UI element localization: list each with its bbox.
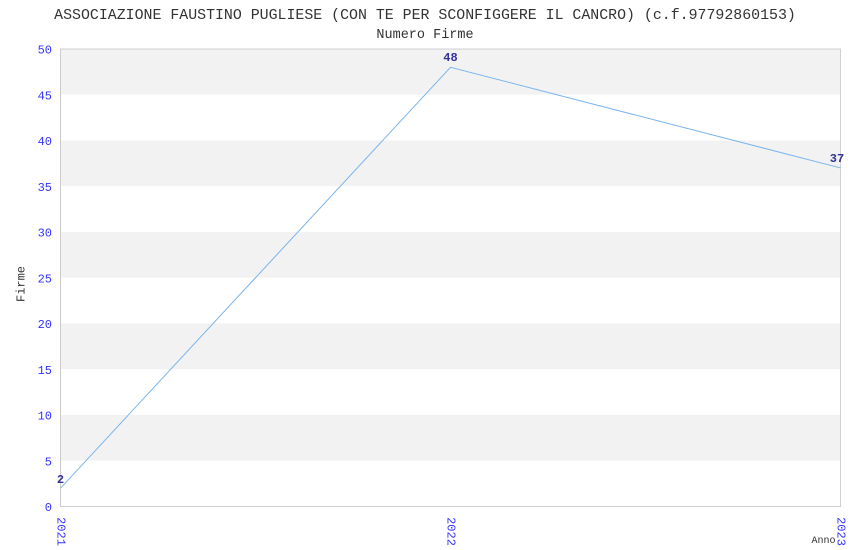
svg-text:10: 10: [38, 410, 52, 424]
svg-text:Anno: Anno: [812, 536, 836, 547]
svg-text:25: 25: [38, 272, 52, 286]
svg-text:5: 5: [45, 455, 52, 469]
svg-text:15: 15: [38, 364, 52, 378]
svg-text:35: 35: [38, 181, 52, 195]
svg-text:2022: 2022: [444, 517, 458, 546]
svg-text:30: 30: [38, 227, 52, 241]
svg-text:0: 0: [45, 501, 52, 515]
svg-text:48: 48: [443, 51, 457, 65]
svg-text:2: 2: [57, 473, 64, 487]
svg-text:45: 45: [38, 89, 52, 103]
svg-text:37: 37: [830, 152, 844, 166]
svg-text:Firme: Firme: [14, 266, 28, 302]
svg-text:20: 20: [38, 318, 52, 332]
svg-text:2023: 2023: [834, 517, 848, 546]
svg-text:2021: 2021: [54, 517, 68, 546]
svg-text:50: 50: [38, 44, 52, 58]
svg-text:40: 40: [38, 135, 52, 149]
